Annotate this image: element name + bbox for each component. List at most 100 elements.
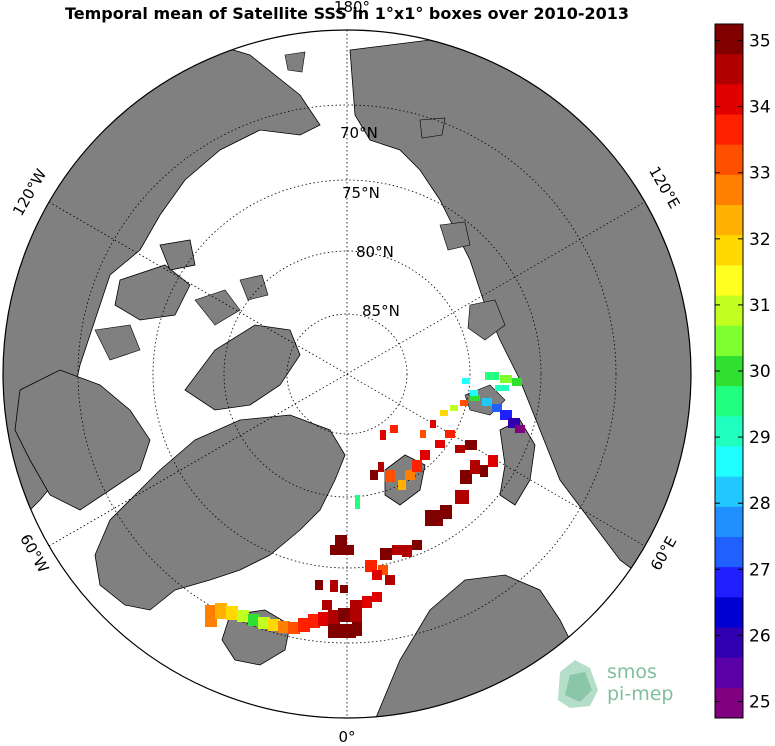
- colorbar-segment: [715, 476, 743, 508]
- colorbar-segment: [715, 84, 743, 116]
- colorbar: [715, 24, 743, 719]
- sss-box: [215, 603, 227, 619]
- sss-box: [465, 440, 477, 450]
- sss-box: [515, 425, 525, 433]
- lat-label-70: 70°N: [340, 124, 378, 142]
- colorbar-segment: [715, 567, 743, 598]
- sss-box: [420, 430, 426, 438]
- colorbar-tick-label: 31: [749, 296, 771, 316]
- sss-box: [268, 619, 280, 631]
- land-novaya-zemlya: [499, 419, 536, 506]
- colorbar-tick-label: 28: [749, 494, 771, 514]
- sss-box: [328, 610, 340, 624]
- colorbar-segment: [715, 416, 743, 447]
- sss-box: [308, 614, 320, 628]
- sss-box: [352, 622, 362, 636]
- sss-box: [470, 395, 480, 401]
- colorbar-tick-label: 29: [749, 428, 771, 448]
- meridians: [48, 30, 646, 718]
- sss-box: [412, 460, 422, 472]
- sss-box: [425, 510, 443, 526]
- colorbar-segment: [715, 114, 743, 146]
- land-island-a: [194, 289, 241, 326]
- lat-label-80: 80°N: [356, 243, 394, 261]
- colorbar-segment: [715, 235, 743, 266]
- sss-box: [440, 410, 448, 416]
- lat-label-85: 85°N: [362, 302, 400, 320]
- sss-box: [420, 450, 430, 460]
- logo-text-pi-mep: pi-mep: [607, 683, 673, 705]
- sss-box: [205, 605, 217, 627]
- lon-label-180: 180°: [334, 0, 370, 16]
- sss-box: [226, 606, 238, 620]
- sss-box: [445, 430, 455, 438]
- sss-box: [288, 622, 300, 634]
- colorbar-segment: [715, 295, 743, 327]
- sss-box: [430, 420, 436, 428]
- sss-box: [370, 470, 378, 480]
- sss-box: [385, 470, 395, 482]
- colorbar-ticks: 35 34 33 32 31 30 29 28 27 26 25: [715, 32, 771, 712]
- sss-box: [455, 445, 465, 453]
- colorbar-tick-label: 27: [749, 560, 771, 580]
- colorbar-segment: [715, 657, 743, 689]
- colorbar-segment: [715, 597, 743, 628]
- latitude-circles: [77, 104, 617, 644]
- colorbar-segment: [715, 506, 743, 538]
- sss-box: [440, 505, 452, 519]
- colorbar-tick-label: 30: [749, 362, 771, 382]
- sss-box: [412, 540, 422, 550]
- sss-box: [350, 600, 362, 610]
- land-baffin: [14, 369, 151, 511]
- colorbar-tick-label: 25: [749, 692, 771, 712]
- land-island-c: [239, 274, 269, 301]
- land-island-e: [419, 117, 446, 139]
- sss-box: [462, 378, 470, 384]
- lon-label-120e: 120°E: [645, 163, 683, 211]
- sss-box: [495, 385, 509, 391]
- map-boundary: [2, 29, 692, 719]
- sss-data-boxes: [205, 372, 525, 638]
- sss-box: [378, 565, 388, 575]
- sss-box: [338, 608, 352, 622]
- colorbar-segment: [715, 386, 743, 417]
- sss-box: [330, 580, 338, 592]
- sss-box: [405, 470, 415, 480]
- land-greenland: [94, 414, 346, 611]
- sss-box: [512, 378, 522, 386]
- sss-box: [258, 617, 270, 629]
- land-severnaya-zemlya: [467, 299, 506, 341]
- land-new-siberian: [439, 221, 471, 251]
- sss-box: [328, 624, 342, 638]
- colorbar-tick-label: 34: [749, 98, 771, 118]
- sss-box: [460, 470, 472, 484]
- land-island-b: [94, 324, 141, 361]
- sss-box: [362, 596, 372, 608]
- sss-box: [330, 545, 354, 555]
- sss-box: [450, 405, 458, 411]
- lat-label-75: 75°N: [342, 184, 380, 202]
- colorbar-segment: [715, 54, 743, 85]
- colorbar-segment: [715, 144, 743, 176]
- sss-box: [335, 535, 347, 545]
- sss-box: [508, 418, 520, 428]
- sss-box: [365, 560, 377, 572]
- sss-box: [392, 545, 402, 555]
- sss-box: [492, 404, 502, 412]
- sss-box: [500, 410, 512, 420]
- colorbar-segment: [715, 687, 743, 719]
- sss-box: [298, 618, 310, 632]
- sss-box: [480, 465, 488, 477]
- sss-box: [278, 621, 290, 633]
- colorbar-tick-label: 35: [749, 32, 771, 52]
- sss-box: [380, 548, 392, 560]
- sss-box: [355, 495, 360, 509]
- sss-box: [380, 430, 386, 440]
- colorbar-segment: [715, 205, 743, 236]
- colorbar-segment: [715, 265, 743, 297]
- sss-box: [435, 440, 445, 448]
- smos-pi-mep-logo: smos pi-mep: [558, 660, 673, 708]
- sss-box: [372, 592, 382, 602]
- sss-box: [482, 398, 492, 406]
